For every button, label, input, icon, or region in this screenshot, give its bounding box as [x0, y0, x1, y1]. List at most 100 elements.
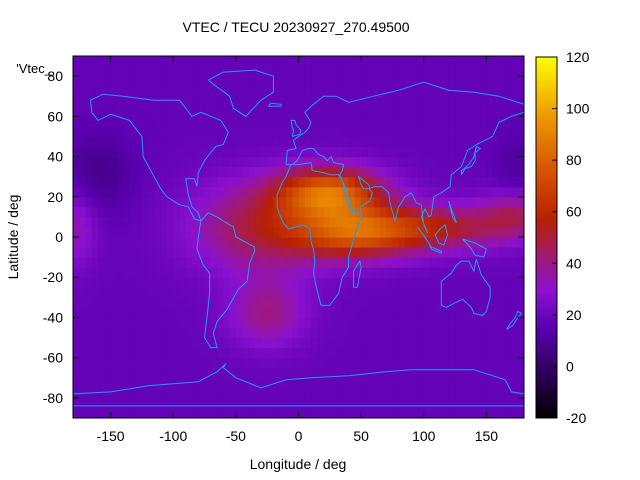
heatmap-cell	[498, 377, 506, 389]
heatmap-cell	[173, 257, 181, 268]
heatmap-cell	[342, 367, 350, 379]
heatmap-cell	[505, 66, 513, 77]
heatmap-cell	[260, 66, 268, 77]
heatmap-cell	[505, 337, 513, 349]
heatmap-cell	[417, 337, 425, 349]
heatmap-cell	[329, 196, 337, 208]
heatmap-cell	[467, 347, 475, 359]
heatmap-cell	[85, 196, 93, 208]
heatmap-cell	[336, 237, 343, 248]
heatmap-cell	[354, 146, 362, 158]
heatmap-cell	[148, 206, 156, 218]
heatmap-cell	[386, 186, 394, 198]
colorbar-tick-label: 100	[566, 101, 590, 117]
heatmap-cell	[285, 96, 293, 107]
heatmap-cell	[386, 337, 394, 349]
heatmap-cell	[361, 186, 368, 198]
heatmap-cell	[348, 407, 356, 418]
heatmap-cell	[154, 407, 162, 418]
heatmap-cell	[85, 367, 93, 379]
heatmap-cell	[379, 287, 387, 298]
heatmap-cell	[185, 166, 193, 178]
heatmap-cell	[480, 176, 488, 188]
heatmap-cell	[198, 237, 206, 248]
heatmap-cell	[373, 267, 381, 278]
heatmap-cell	[179, 66, 187, 77]
heatmap-cell	[192, 257, 199, 268]
heatmap-cell	[336, 267, 343, 278]
heatmap-cell	[229, 86, 237, 97]
heatmap-cell	[361, 196, 368, 208]
heatmap-cell	[229, 146, 237, 158]
heatmap-cell	[336, 277, 343, 288]
heatmap-cell	[511, 267, 519, 278]
heatmap-cell	[361, 116, 368, 127]
heatmap-cell	[135, 96, 143, 107]
heatmap-cell	[342, 407, 350, 418]
heatmap-cell	[486, 206, 494, 218]
y-tick-label: 20	[47, 189, 63, 205]
heatmap-cell	[110, 247, 118, 258]
heatmap-cell	[323, 126, 331, 138]
heatmap-cell	[417, 387, 425, 399]
heatmap-cell	[486, 347, 494, 359]
heatmap-cell	[417, 297, 425, 308]
heatmap-cell	[442, 257, 450, 268]
heatmap-cell	[461, 176, 469, 188]
heatmap-cell	[336, 96, 343, 107]
heatmap-cell	[455, 126, 462, 138]
heatmap-cell	[73, 186, 80, 198]
heatmap-cell	[91, 377, 99, 389]
heatmap-cell	[336, 76, 343, 87]
heatmap-cell	[98, 297, 105, 308]
heatmap-cell	[104, 357, 112, 369]
heatmap-cell	[154, 237, 162, 248]
coastline-australia	[440, 258, 491, 316]
heatmap-cell	[254, 387, 262, 399]
heatmap-cell	[79, 226, 87, 238]
heatmap-cell	[179, 156, 187, 168]
heatmap-cell	[235, 206, 243, 218]
heatmap-cell	[148, 106, 156, 117]
heatmap-cell	[210, 277, 218, 288]
heatmap-cell	[323, 377, 331, 389]
heatmap-cell	[248, 247, 256, 258]
heatmap-cell	[217, 357, 224, 369]
heatmap-cell	[229, 76, 237, 87]
heatmap-cell	[135, 307, 143, 319]
heatmap-cell	[411, 277, 419, 288]
heatmap-cell	[210, 146, 218, 158]
heatmap-cell	[379, 176, 387, 188]
heatmap-cell	[486, 387, 494, 399]
heatmap-cell	[267, 56, 275, 67]
heatmap-cell	[317, 307, 325, 319]
heatmap-cell	[79, 347, 87, 359]
heatmap-cell	[110, 317, 118, 329]
heatmap-cell	[123, 307, 130, 319]
heatmap-cell	[423, 237, 431, 248]
heatmap-cell	[455, 267, 462, 278]
heatmap-cell	[198, 176, 206, 188]
heatmap-cell	[492, 347, 500, 359]
heatmap-cell	[498, 106, 506, 117]
heatmap-cell	[442, 407, 450, 418]
heatmap-cell	[210, 96, 218, 107]
heatmap-cell	[498, 116, 506, 127]
heatmap-cell	[116, 56, 124, 67]
heatmap-cell	[79, 166, 87, 178]
heatmap-cell	[248, 307, 256, 319]
heatmap-cell	[311, 377, 318, 389]
heatmap-cell	[404, 387, 412, 399]
heatmap-cell	[285, 226, 293, 238]
heatmap-cell	[511, 76, 519, 87]
heatmap-cell	[229, 226, 237, 238]
heatmap-cell	[98, 317, 105, 329]
heatmap-cell	[367, 337, 375, 349]
heatmap-cell	[267, 176, 275, 188]
heatmap-cell	[486, 186, 494, 198]
heatmap-cell	[517, 257, 524, 268]
heatmap-cell	[298, 277, 306, 288]
heatmap-cell	[398, 166, 406, 178]
heatmap-cell	[260, 166, 268, 178]
heatmap-cell	[430, 337, 437, 349]
